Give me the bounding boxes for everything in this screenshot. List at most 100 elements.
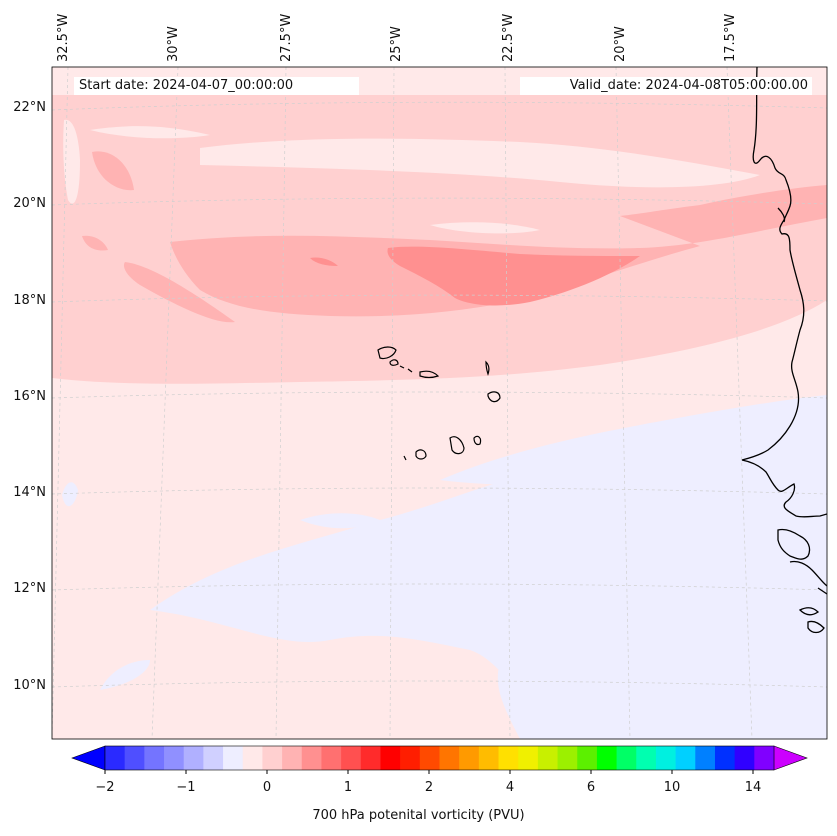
island (377, 346, 397, 360)
colorbar-cell (439, 746, 460, 770)
colorbar-ticks (104, 770, 754, 774)
colorbar-tick-labels: −2 −1 0 1 2 4 6 10 14 (95, 780, 761, 795)
pv-band-medium (92, 151, 134, 191)
colorbar-cells (105, 746, 775, 770)
colorbar: −2 −1 0 1 2 4 6 10 14 (71, 745, 808, 795)
colorbar-cell (478, 746, 500, 770)
island (407, 368, 413, 373)
pv-band-lighter (90, 126, 210, 139)
pv-negative-region (62, 482, 78, 507)
coast-detail (798, 607, 820, 616)
pv-band-medium (123, 262, 235, 323)
pv-negative-region (300, 513, 380, 529)
colorbar-cell (557, 746, 578, 770)
pv-band-core (387, 246, 640, 306)
colorbar-cell (498, 746, 519, 770)
pv-negative-region (497, 640, 700, 739)
colorbar-cell (282, 746, 303, 770)
colorbar-cell (321, 746, 342, 770)
island (403, 455, 407, 461)
colorbar-cell (754, 746, 775, 770)
lon-label: 22.5°W (501, 14, 516, 62)
start-date-label: Start date: 2024-04-07_00:00:00 (74, 77, 359, 95)
coast-detail (789, 560, 827, 587)
colorbar-cell (242, 746, 263, 770)
africa-coastline (741, 67, 827, 518)
colorbar-cell (577, 746, 598, 770)
colorbar-cell (537, 746, 559, 770)
colorbar-cell (695, 746, 716, 770)
colorbar-cell (400, 746, 421, 770)
colorbar-cell (203, 746, 224, 770)
lat-label: 18°N (13, 293, 46, 308)
colorbar-tick-label: 14 (745, 780, 762, 795)
coast-detail (817, 587, 827, 595)
colorbar-tick-label: 6 (587, 780, 595, 795)
colorbar-cell (636, 746, 657, 770)
colorbar-cell (223, 746, 244, 770)
lon-label: 20°W (613, 26, 628, 62)
colorbar-cell (596, 746, 618, 770)
island (487, 391, 501, 403)
colorbar-label: 700 hPa potenital vorticity (PVU) (312, 808, 525, 823)
lon-label: 17.5°W (723, 14, 738, 62)
colorbar-cell (419, 746, 440, 770)
coast-detail (807, 620, 825, 634)
colorbar-cell (301, 746, 322, 770)
colorbar-cell (675, 746, 696, 770)
colorbar-tick-label: 1 (344, 780, 352, 795)
valid-date-label: Valid_date: 2024-04-08T05:00:00.00 (520, 77, 812, 95)
pv-negative-region (440, 395, 827, 485)
pv-negative-region (150, 430, 827, 739)
colorbar-tick-label: 0 (263, 780, 271, 795)
lon-label: 27.5°W (279, 14, 294, 62)
colorbar-cell (734, 746, 755, 770)
colorbar-extend-max (773, 745, 808, 771)
island (415, 449, 427, 460)
colorbar-cell (380, 746, 401, 770)
pv-band-lighter (63, 119, 80, 204)
guinea-bissau-coast (777, 528, 811, 560)
lat-label: 10°N (13, 678, 46, 693)
map-gridlines (52, 67, 827, 739)
lon-label: 32.5°W (56, 14, 71, 62)
island (449, 436, 465, 455)
island (473, 435, 482, 446)
colorbar-cell (124, 746, 145, 770)
colorbar-cell (518, 746, 539, 770)
lat-label: 12°N (13, 581, 46, 596)
island (419, 370, 440, 379)
pv-band-medium (82, 235, 108, 251)
colorbar-frame (104, 745, 775, 771)
island (485, 360, 490, 376)
lat-label: 22°N (13, 100, 46, 115)
pv-band-medium (170, 185, 827, 317)
lat-label: 14°N (13, 485, 46, 500)
colorbar-cell (459, 746, 480, 770)
colorbar-tick-label: −2 (95, 780, 114, 795)
colorbar-tick-label: 10 (664, 780, 681, 795)
coastline (741, 67, 827, 634)
coast-detail (777, 207, 786, 223)
lat-label: 20°N (13, 196, 46, 211)
pv-band-lighter (430, 222, 540, 234)
colorbar-cell (183, 746, 204, 770)
colorbar-cell (164, 746, 185, 770)
latitude-labels: 22°N 20°N 18°N 16°N 14°N 12°N 10°N (13, 100, 46, 693)
island (399, 365, 405, 369)
colorbar-cell (616, 746, 637, 770)
colorbar-cell (341, 746, 362, 770)
colorbar-cell (144, 746, 165, 770)
pv-band-lighter (200, 138, 760, 188)
colorbar-cell (360, 746, 381, 770)
island (389, 359, 399, 366)
lat-label: 16°N (13, 389, 46, 404)
map-frame (51, 66, 828, 740)
longitude-labels: 32.5°W 30°W 27.5°W 25°W 22.5°W 20°W 17.5… (56, 14, 738, 62)
colorbar-cell (714, 746, 736, 770)
colorbar-cell (105, 746, 126, 770)
colorbar-tick-label: 4 (506, 780, 514, 795)
lon-label: 25°W (389, 26, 404, 62)
pv-band-core (310, 257, 338, 266)
